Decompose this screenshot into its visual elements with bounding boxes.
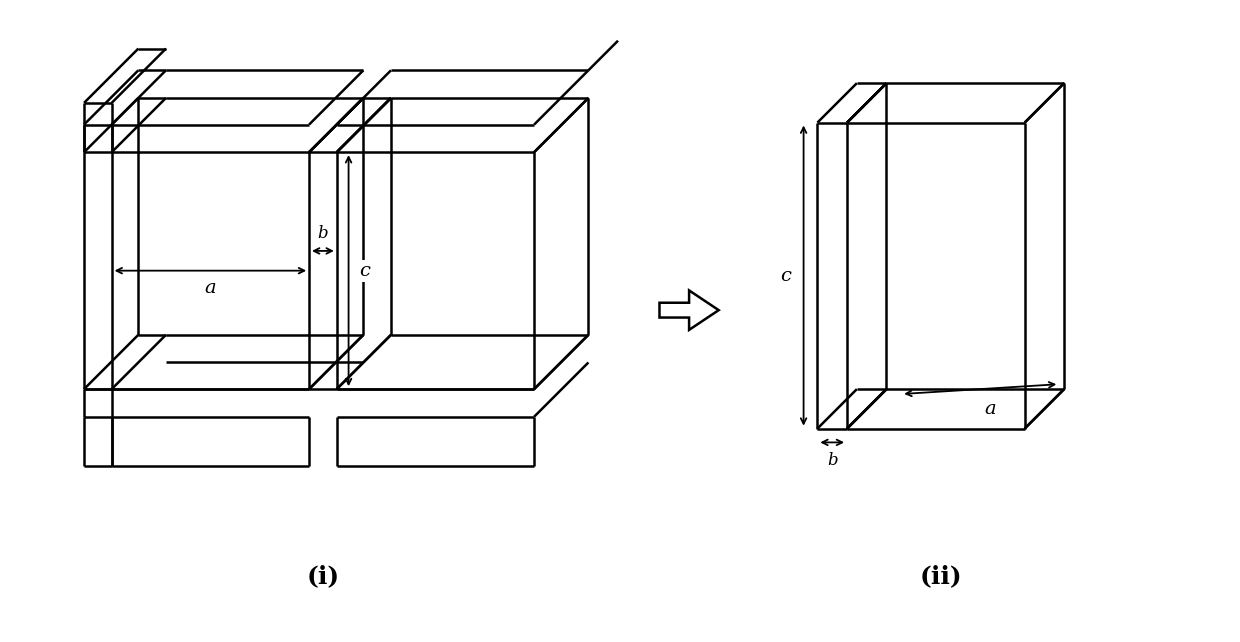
Text: b: b [317, 225, 329, 241]
Text: b: b [827, 452, 837, 469]
Text: a: a [985, 400, 996, 418]
Polygon shape [660, 290, 719, 330]
Text: (i): (i) [306, 564, 340, 589]
Text: c: c [780, 266, 791, 284]
Text: a: a [205, 279, 216, 297]
Text: (ii): (ii) [920, 564, 962, 589]
Text: c: c [358, 262, 370, 280]
